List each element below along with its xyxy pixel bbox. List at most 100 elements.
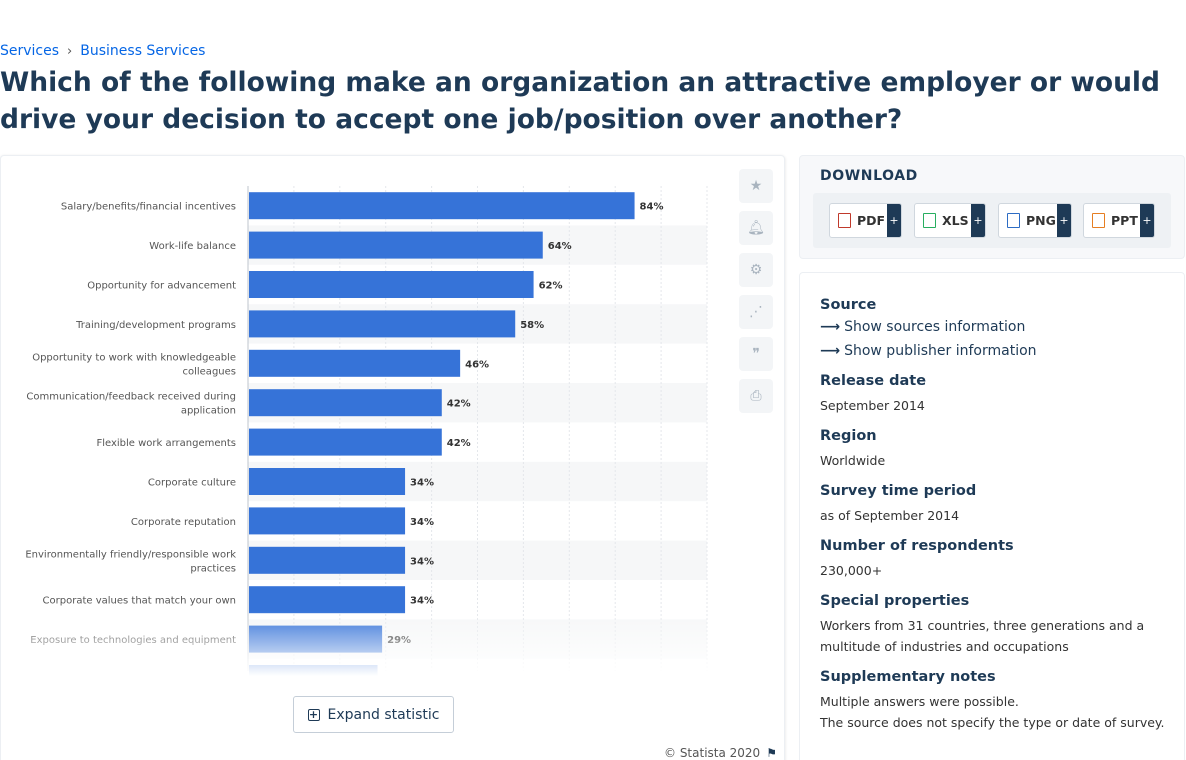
pdf-file-icon [838, 213, 851, 228]
png-label: PNG [1026, 213, 1056, 228]
pdf-plus-badge: + [887, 204, 901, 237]
show-publisher-label: Show publisher information [844, 343, 1036, 359]
category-label: Corporate values that match your own [43, 596, 236, 607]
arrow-right-icon: ⟶ [820, 319, 840, 335]
bar [249, 626, 382, 653]
ppt-label: PPT [1111, 213, 1138, 228]
survey-period-block: Survey time period as of September 2014 [820, 483, 1165, 526]
ppt-plus-badge: + [1140, 204, 1154, 237]
source-heading: Source [820, 297, 1165, 313]
bar [249, 350, 460, 377]
release-value: September 2014 [820, 395, 1165, 416]
bar [249, 192, 635, 219]
region-block: Region Worldwide [820, 428, 1165, 471]
special-properties-block: Special properties Workers from 31 count… [820, 593, 1165, 657]
download-pdf-button[interactable]: PDF + [829, 203, 902, 238]
source-block: Source ⟶ Show sources information ⟶ Show… [820, 297, 1165, 363]
data-label: 58% [520, 320, 544, 331]
xls-file-icon [923, 213, 936, 228]
data-label: 42% [447, 399, 471, 410]
flag-icon[interactable]: ⚑ [766, 746, 777, 760]
info-content: Source ⟶ Show sources information ⟶ Show… [820, 297, 1165, 745]
bell-icon[interactable]: 🔔︎ [739, 211, 773, 245]
category-label: Work-life balance [149, 241, 236, 252]
data-label: 64% [548, 241, 572, 252]
category-label: Communication/feedback received during ap… [26, 392, 236, 417]
download-card: DOWNLOAD PDF + XLS + PNG + PPT + [799, 155, 1185, 259]
bar [249, 271, 534, 298]
supplementary-notes-heading: Supplementary notes [820, 669, 1165, 685]
star-icon[interactable]: ★ [739, 169, 773, 203]
bar [249, 507, 405, 534]
download-png-button[interactable]: PNG + [998, 203, 1072, 238]
show-sources-link[interactable]: ⟶ Show sources information [820, 315, 1165, 339]
data-label: 42% [447, 438, 471, 449]
breadcrumb: Services › Business Services [0, 43, 205, 59]
survey-period-heading: Survey time period [820, 483, 1165, 499]
bar [249, 586, 405, 613]
show-publisher-link[interactable]: ⟶ Show publisher information [820, 339, 1165, 363]
bar [249, 232, 543, 259]
png-plus-badge: + [1057, 204, 1071, 237]
category-label: Corporate reputation [131, 517, 236, 528]
expand-statistic-label: Expand statistic [328, 707, 440, 723]
data-label: 46% [465, 359, 489, 370]
download-ppt-button[interactable]: PPT + [1083, 203, 1155, 238]
category-label: Salary/benefits/financial incentives [61, 202, 236, 213]
supplementary-notes-block: Supplementary notes Multiple answers wer… [820, 669, 1165, 733]
release-heading: Release date [820, 373, 1165, 389]
download-title: DOWNLOAD [820, 168, 918, 184]
expand-statistic-button[interactable]: + Expand statistic [293, 696, 454, 733]
xls-plus-badge: + [971, 204, 985, 237]
category-label: Opportunity to work with knowledgeable co… [32, 352, 236, 377]
bar [249, 547, 405, 574]
category-label: Flexible work arrangements [96, 438, 236, 449]
data-label: 34% [410, 556, 434, 567]
release-block: Release date September 2014 [820, 373, 1165, 416]
quote-icon[interactable]: ❞ [739, 337, 773, 371]
breadcrumb-business-services-link[interactable]: Business Services [80, 43, 205, 59]
supplementary-notes-line1: Multiple answers were possible. [820, 691, 1165, 712]
side-tools: ★ 🔔︎ ⚙ ⋰ ❞ ⎙ [739, 169, 773, 421]
print-icon[interactable]: ⎙ [739, 379, 773, 413]
download-buttons-row: PDF + XLS + PNG + PPT + [813, 193, 1171, 248]
share-icon[interactable]: ⋰ [739, 295, 773, 329]
bar-chart: 84% Salary/benefits/financial incentives 6… [1, 156, 721, 676]
survey-period-value: as of September 2014 [820, 505, 1165, 526]
bar [249, 468, 405, 495]
chart-card: 84% Salary/benefits/financial incentives 6… [0, 155, 785, 760]
breadcrumb-separator: › [67, 44, 72, 59]
supplementary-notes-line2: The source does not specify the type or … [820, 712, 1165, 733]
pdf-label: PDF [857, 213, 885, 228]
info-card: Source ⟶ Show sources information ⟶ Show… [799, 272, 1185, 760]
show-sources-label: Show sources information [844, 319, 1025, 335]
special-properties-heading: Special properties [820, 593, 1165, 609]
breadcrumb-services-link[interactable]: Services [0, 43, 59, 59]
respondents-heading: Number of respondents [820, 538, 1165, 554]
data-label: 34% [410, 596, 434, 607]
bar [249, 389, 442, 416]
gear-icon[interactable]: ⚙ [739, 253, 773, 287]
category-label: Exposure to technologies and equipment [30, 635, 236, 646]
data-label: 29% [387, 635, 411, 646]
plus-square-icon: + [308, 709, 320, 721]
category-label: Opportunity for advancement [87, 281, 236, 292]
arrow-right-icon: ⟶ [820, 343, 840, 359]
page-title: Which of the following make an organizat… [0, 64, 1170, 138]
png-file-icon [1007, 213, 1020, 228]
category-label: Training/development programs [75, 320, 236, 331]
bar [249, 310, 515, 337]
respondents-value: 230,000+ [820, 560, 1165, 581]
region-heading: Region [820, 428, 1165, 444]
special-properties-value: Workers from 31 countries, three generat… [820, 615, 1165, 657]
bar [249, 429, 442, 456]
copyright: © Statista 2020 ⚑ [664, 746, 777, 760]
data-label: 84% [640, 202, 664, 213]
category-label: Environmentally friendly/responsible wor… [25, 549, 236, 574]
category-label: Corporate culture [148, 478, 236, 489]
chart-area: 84% Salary/benefits/financial incentives 6… [1, 156, 721, 676]
xls-label: XLS [942, 213, 969, 228]
ppt-file-icon [1092, 213, 1105, 228]
data-label: 62% [539, 281, 563, 292]
download-xls-button[interactable]: XLS + [914, 203, 986, 238]
